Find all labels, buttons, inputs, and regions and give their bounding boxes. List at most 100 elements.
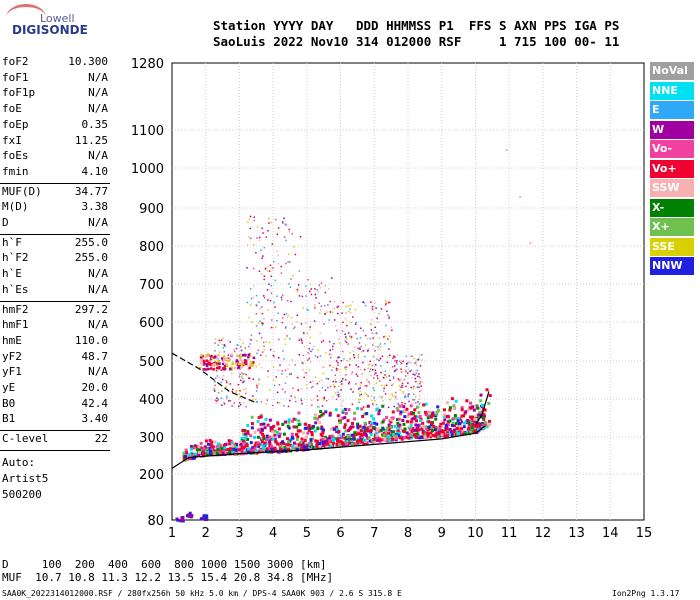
- parameter-name: foF2: [2, 55, 29, 68]
- data-point-f-trace: [467, 424, 471, 428]
- data-point-f-scatter: [318, 390, 321, 392]
- data-point-f-scatter: [359, 337, 362, 339]
- data-point-f-scatter: [345, 368, 347, 370]
- data-point-f-scatter: [420, 389, 423, 391]
- data-point-f-scatter: [388, 315, 391, 318]
- data-point-f-scatter: [222, 337, 224, 340]
- parameter-row: h`F2 255.0: [2, 251, 108, 266]
- data-point-f-scatter: [209, 363, 212, 367]
- data-point-f-scatter: [367, 349, 370, 351]
- data-point-f-trace: [277, 450, 281, 454]
- data-point-f-trace: [185, 451, 189, 455]
- data-point-f-trace: [281, 446, 285, 450]
- data-point-f-trace: [402, 405, 406, 409]
- data-point-f-trace: [351, 425, 355, 429]
- data-point-f-scatter: [258, 301, 260, 303]
- data-point-f-trace: [182, 452, 186, 456]
- data-point-f-trace: [223, 448, 227, 452]
- data-point-f-scatter: [421, 359, 423, 361]
- data-point-f-trace: [242, 432, 246, 436]
- data-point-f-scatter: [223, 343, 226, 346]
- data-point-f-scatter: [260, 366, 263, 369]
- data-point-f-trace: [368, 420, 372, 424]
- parameter-row: hmF2 297.2: [2, 303, 108, 318]
- data-point-f-scatter: [244, 354, 247, 357]
- data-point-f-scatter: [291, 359, 294, 361]
- data-point-f-scatter: [361, 373, 363, 375]
- data-point-f-scatter: [314, 307, 316, 309]
- data-point-f-trace: [356, 406, 360, 410]
- legend-item-nnw: NNW: [650, 257, 694, 275]
- data-point-f-scatter: [419, 381, 422, 383]
- data-point-f-trace: [463, 421, 467, 425]
- parameter-name: fmin: [2, 164, 29, 178]
- data-point-f-scatter: [214, 381, 216, 383]
- data-point-f-scatter: [345, 338, 348, 340]
- parameter-name: foF1: [2, 70, 29, 84]
- data-point-f-scatter: [377, 377, 379, 380]
- data-point-f-scatter: [308, 290, 311, 293]
- data-point-f-trace: [375, 422, 379, 426]
- data-point-f-trace: [415, 428, 419, 432]
- data-point-f-scatter: [309, 328, 311, 331]
- data-point-f-trace: [410, 429, 414, 433]
- data-point-f-scatter: [373, 396, 376, 399]
- data-point-f-scatter: [228, 358, 232, 362]
- data-point-f-scatter: [415, 369, 417, 372]
- data-point-f-trace: [260, 436, 264, 440]
- data-point-f-trace: [273, 429, 277, 433]
- data-point-f-trace: [398, 436, 402, 440]
- data-point-f-scatter: [310, 293, 313, 296]
- data-point-f-scatter: [252, 296, 255, 299]
- parameter-separator: [0, 300, 110, 302]
- data-point-f-trace: [467, 426, 471, 430]
- data-point-f-trace: [427, 420, 431, 424]
- data-point-f-scatter: [214, 342, 216, 344]
- data-point-f-trace: [237, 445, 241, 449]
- data-point-f-trace: [367, 437, 371, 441]
- data-point-f-trace: [295, 438, 299, 442]
- data-point-f-trace: [401, 418, 405, 422]
- data-point-f-scatter: [338, 385, 340, 388]
- data-point-f-trace: [445, 431, 449, 435]
- data-point-f-scatter: [310, 350, 313, 353]
- data-point-f-trace: [254, 441, 258, 445]
- data-point-f-scatter: [337, 312, 339, 315]
- data-point-f-scatter: [293, 246, 295, 248]
- data-point-f-scatter: [384, 304, 387, 306]
- data-point-f-trace: [208, 438, 212, 442]
- data-point-f-trace: [403, 427, 407, 431]
- data-point-f-trace: [479, 393, 483, 397]
- data-point-f-scatter: [314, 304, 316, 306]
- data-point-f-scatter: [360, 327, 362, 329]
- data-point-f-trace: [310, 426, 314, 430]
- data-point-f-scatter: [220, 357, 224, 360]
- data-point-f-scatter: [289, 337, 291, 340]
- data-point-f-scatter: [245, 387, 247, 390]
- data-point-f-scatter: [332, 342, 335, 345]
- data-point-f-trace: [268, 442, 272, 446]
- data-point-f-trace: [328, 435, 332, 439]
- data-point-f-scatter: [309, 336, 311, 339]
- data-point-f-scatter: [263, 345, 265, 348]
- data-point-f-trace: [384, 428, 388, 432]
- data-point-f-scatter: [371, 344, 374, 346]
- data-point-f-trace: [399, 410, 403, 414]
- data-point-f-trace: [402, 422, 406, 426]
- data-point-f-scatter: [240, 363, 244, 367]
- data-point-f-scatter: [257, 379, 260, 382]
- data-point-f-scatter: [227, 359, 230, 363]
- data-point-f-trace: [362, 441, 366, 445]
- data-point-f-scatter: [234, 362, 238, 365]
- data-point-f-trace: [435, 431, 439, 435]
- data-point-f-scatter: [403, 396, 406, 399]
- data-point-f-scatter: [285, 224, 287, 226]
- data-point-f-scatter: [293, 396, 296, 398]
- data-point-f-scatter: [227, 354, 230, 356]
- data-point-f-scatter: [248, 236, 250, 238]
- data-point-f-scatter: [395, 361, 398, 363]
- data-point-f-scatter: [305, 295, 307, 297]
- data-point-f-trace: [417, 428, 421, 432]
- data-point-f-scatter: [247, 356, 250, 359]
- data-point-f-trace: [197, 448, 201, 452]
